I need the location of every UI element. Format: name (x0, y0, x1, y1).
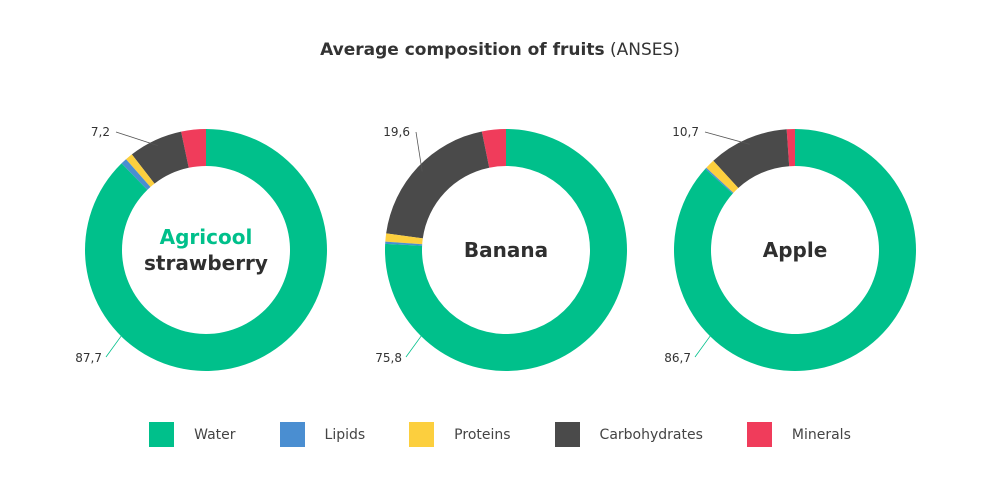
data-label-carbohydrates-1: 7,2 (91, 125, 110, 139)
slice-proteins-1 (125, 154, 155, 187)
callout-line-water-1 (105, 331, 125, 358)
legend: Water Lipids Proteins Carbohydrates Mine… (0, 422, 1000, 447)
slice-water-3 (674, 129, 916, 371)
data-label-water-1: 87,7 (75, 351, 102, 365)
center-label-1-line-2: strawberry (144, 251, 268, 275)
slice-water-2 (385, 128, 628, 371)
legend-label-minerals: Minerals (791, 426, 851, 443)
legend-item-lipids: Lipids (279, 422, 366, 447)
slice-minerals-3 (786, 129, 795, 167)
legend-item-water: Water (149, 422, 236, 447)
legend-label-lipids: Lipids (324, 426, 366, 443)
data-label-water-2: 75,8 (375, 351, 402, 365)
slice-lipids-3 (705, 167, 734, 194)
center-label-1-line-1: Agricool (160, 225, 253, 249)
chart-title: Average composition of fruits (ANSES) (0, 40, 1000, 60)
slice-proteins-2 (385, 233, 423, 245)
callout-line-carbohydrates-1 (115, 131, 158, 147)
legend-label-proteins: Proteins (454, 426, 511, 443)
legend-label-water: Water (194, 426, 236, 443)
legend-swatch-carbohydrates (554, 422, 580, 447)
slice-lipids-1 (121, 159, 151, 190)
callout-line-carbohydrates-2 (415, 131, 423, 172)
slice-carbohydrates-2 (386, 131, 490, 239)
data-label-carbohydrates-3: 10,7 (672, 125, 699, 139)
slice-carbohydrates-3 (713, 129, 790, 189)
data-label-carbohydrates-2: 19,6 (383, 125, 410, 139)
slice-water-1 (85, 129, 328, 371)
slice-lipids-2 (385, 241, 423, 246)
callout-line-carbohydrates-3 (704, 131, 750, 145)
center-label-3-line-1: Apple (763, 238, 828, 262)
callout-line-water-2 (405, 331, 425, 358)
legend-item-proteins: Proteins (409, 422, 511, 447)
callout-line-water-3 (694, 331, 714, 358)
slice-carbohydrates-1 (131, 131, 189, 184)
chart-title-source: (ANSES) (609, 40, 680, 60)
data-label-water-3: 86,7 (664, 351, 691, 365)
chart-title-main: Average composition of fruits (320, 40, 605, 60)
legend-swatch-proteins (409, 422, 435, 447)
legend-label-carbohydrates: Carbohydrates (599, 426, 703, 443)
center-label-2-line-1: Banana (464, 238, 548, 262)
legend-swatch-lipids (279, 422, 305, 447)
slice-minerals-2 (481, 129, 506, 168)
legend-item-minerals: Minerals (746, 422, 851, 447)
slice-minerals-1 (181, 129, 206, 168)
legend-item-carbohydrates: Carbohydrates (554, 422, 703, 447)
slice-proteins-3 (706, 160, 739, 193)
legend-swatch-water (149, 422, 175, 447)
legend-swatch-minerals (746, 422, 772, 447)
